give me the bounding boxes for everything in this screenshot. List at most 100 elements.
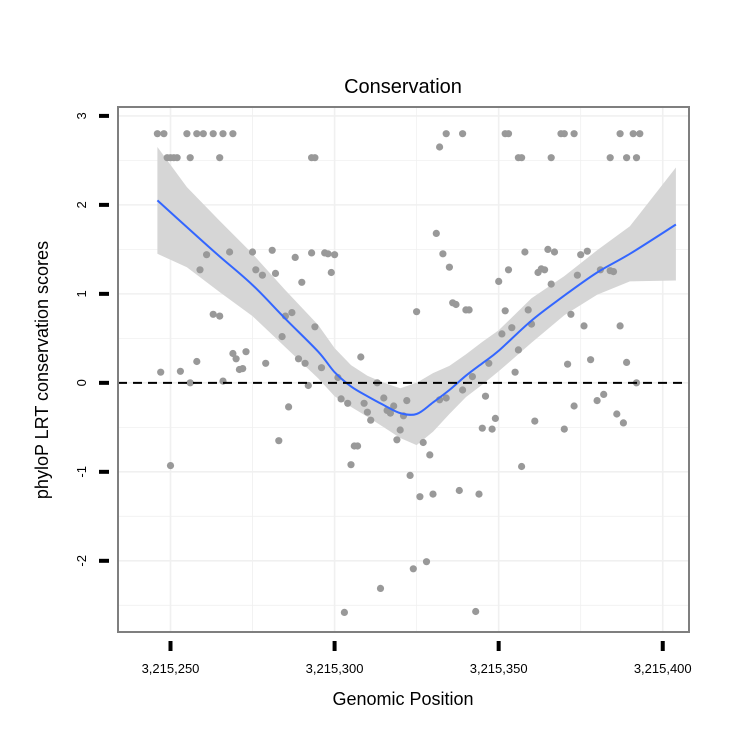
data-point — [298, 278, 306, 286]
data-point — [570, 130, 578, 138]
data-point — [386, 409, 394, 417]
data-point — [334, 373, 342, 382]
data-point — [317, 364, 326, 372]
data-point — [324, 250, 332, 258]
data-point — [564, 360, 572, 368]
data-point — [331, 251, 339, 259]
data-point — [268, 246, 276, 254]
data-point — [619, 419, 628, 427]
data-point — [308, 249, 316, 257]
data-point — [363, 408, 371, 416]
data-point — [452, 300, 460, 309]
x-axis-title: Genomic Position — [332, 689, 473, 709]
data-point — [550, 248, 559, 256]
data-point — [547, 280, 555, 288]
data-point — [396, 426, 404, 434]
chart-title: Conservation — [344, 76, 462, 98]
data-point — [547, 154, 555, 162]
data-point — [524, 306, 532, 314]
data-point — [570, 402, 578, 410]
panel-background — [118, 107, 689, 632]
data-point — [478, 424, 486, 432]
data-point — [541, 266, 549, 274]
data-point — [504, 130, 513, 138]
data-point — [413, 308, 421, 316]
data-point — [632, 154, 641, 162]
data-point — [416, 493, 424, 501]
data-point — [403, 397, 411, 405]
data-point — [432, 229, 440, 237]
data-point — [616, 322, 624, 330]
data-point — [209, 310, 217, 318]
data-point — [577, 251, 585, 259]
data-point — [587, 356, 595, 364]
data-point — [623, 358, 631, 366]
data-point — [216, 154, 224, 162]
data-point — [291, 253, 299, 261]
data-point — [340, 608, 348, 617]
data-point — [242, 348, 250, 356]
data-point — [327, 268, 335, 277]
data-point — [301, 359, 309, 367]
data-point — [616, 130, 624, 138]
data-point — [426, 451, 434, 459]
data-point — [344, 399, 352, 407]
data-point — [252, 266, 260, 274]
data-point — [488, 425, 496, 433]
data-point — [380, 394, 388, 402]
data-point — [216, 312, 224, 320]
data-point — [186, 154, 194, 162]
data-point — [508, 324, 516, 332]
data-point — [580, 322, 588, 330]
panel-border — [117, 106, 690, 633]
data-point — [567, 310, 575, 318]
data-point — [518, 154, 526, 162]
x-tick-label: 3,215,300 — [306, 661, 364, 676]
y-axis-title: phyloP LRT conservation scores — [32, 241, 52, 499]
data-point — [485, 359, 493, 367]
data-point — [209, 130, 217, 138]
data-point — [609, 268, 618, 276]
data-point — [498, 330, 506, 338]
data-point — [481, 392, 490, 400]
y-axis: -2 -1 0 1 2 3 — [74, 112, 109, 567]
data-point — [445, 263, 453, 271]
data-point — [199, 130, 207, 138]
data-point — [514, 346, 523, 354]
plot-panel — [117, 106, 690, 633]
y-tick-label: 1 — [74, 290, 89, 297]
data-point — [468, 373, 476, 381]
data-point — [406, 471, 414, 479]
smooth-trend-line — [156, 199, 677, 416]
data-point — [560, 425, 568, 433]
data-point — [219, 130, 227, 138]
data-point — [226, 248, 234, 256]
data-point — [560, 130, 568, 138]
data-point — [636, 130, 644, 138]
data-point — [390, 402, 398, 410]
data-point — [262, 359, 270, 367]
y-tick-label: -1 — [74, 466, 89, 478]
data-point — [501, 307, 509, 315]
data-point — [294, 355, 303, 363]
data-point — [285, 403, 293, 411]
data-point — [504, 266, 513, 274]
data-point — [455, 486, 463, 495]
confidence-band — [157, 147, 676, 446]
data-point — [229, 130, 237, 138]
y-tick-label: 3 — [74, 112, 89, 119]
x-tick-label: 3,215,250 — [142, 661, 200, 676]
data-point — [278, 333, 286, 341]
data-point — [593, 397, 601, 405]
data-point — [511, 368, 519, 376]
data-point — [354, 442, 362, 450]
x-tick-label: 3,215,400 — [634, 661, 692, 676]
data-point — [271, 269, 280, 277]
data-point — [193, 357, 201, 366]
data-point — [258, 271, 266, 279]
data-point — [376, 584, 385, 593]
data-point — [176, 367, 184, 375]
data-point — [475, 490, 483, 498]
data-point — [442, 130, 450, 138]
